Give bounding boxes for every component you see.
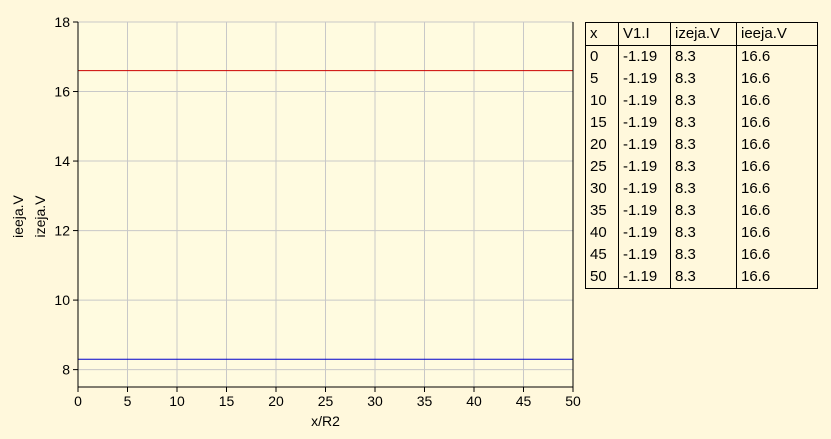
- table-cell: 16.6: [736, 266, 818, 289]
- table-cell: 16.6: [736, 112, 818, 134]
- table-cell: -1.19: [618, 134, 671, 156]
- table-row: 40 -1.19 8.3 16.6: [585, 222, 818, 244]
- x-tick-label: 25: [318, 393, 334, 409]
- table-cell: 8.3: [670, 200, 737, 222]
- table-header-row: x V1.I izeja.V ieeja.V: [585, 22, 818, 46]
- table-row: 45 -1.19 8.3 16.6: [585, 244, 818, 266]
- table-cell: 0: [585, 45, 619, 68]
- table-cell: 8.3: [670, 112, 737, 134]
- table-cell: 25: [585, 156, 619, 178]
- table-cell: 8.3: [670, 244, 737, 266]
- series-layer: [78, 70, 573, 360]
- table-cell: -1.19: [618, 156, 671, 178]
- table-row: 10 -1.19 8.3 16.6: [585, 90, 818, 112]
- table-header-cell: V1.I: [618, 22, 671, 46]
- table-cell: 40: [585, 222, 619, 244]
- table-cell: 16.6: [736, 134, 818, 156]
- table-cell: 45: [585, 244, 619, 266]
- table-cell: 8.3: [670, 156, 737, 178]
- table-cell: -1.19: [618, 200, 671, 222]
- x-tick-label: 30: [367, 393, 383, 409]
- x-tick-label: 20: [268, 393, 284, 409]
- y-tick-label: 14: [54, 153, 70, 169]
- table-cell: -1.19: [618, 222, 671, 244]
- y-tick-label: 8: [62, 362, 70, 378]
- grid-layer: [77, 21, 574, 387]
- table-header-cell: x: [585, 22, 619, 46]
- y-tick-label: 12: [54, 223, 70, 239]
- table-cell: 15: [585, 112, 619, 134]
- table-cell: -1.19: [618, 112, 671, 134]
- x-axis-label: x/R2: [311, 413, 340, 429]
- table-cell: 16.6: [736, 244, 818, 266]
- table-header-cell: ieeja.V: [736, 22, 818, 46]
- table-cell: 8.3: [670, 90, 737, 112]
- y-axis-label-ieeja: ieeja.V: [10, 194, 26, 237]
- table-cell: 16.6: [736, 68, 818, 90]
- table-row: 15 -1.19 8.3 16.6: [585, 112, 818, 134]
- table-cell: 8.3: [670, 222, 737, 244]
- x-tick-label: 0: [74, 393, 82, 409]
- table-cell: 16.6: [736, 222, 818, 244]
- table-cell: -1.19: [618, 266, 671, 289]
- y-tick-label: 10: [54, 292, 70, 308]
- x-tick-label: 5: [124, 393, 132, 409]
- table-cell: -1.19: [618, 68, 671, 90]
- table-row: 50 -1.19 8.3 16.6: [585, 266, 818, 289]
- table-cell: 8.3: [670, 134, 737, 156]
- table-cell: 8.3: [670, 178, 737, 200]
- y-axis-label-izeja: izeja.V: [32, 195, 48, 238]
- table-cell: -1.19: [618, 90, 671, 112]
- x-tick-label: 50: [565, 393, 581, 409]
- table-row: 35 -1.19 8.3 16.6: [585, 200, 818, 222]
- table-cell: 30: [585, 178, 619, 200]
- table-cell: 50: [585, 266, 619, 289]
- table-cell: -1.19: [618, 45, 671, 68]
- table-row: 25 -1.19 8.3 16.6: [585, 156, 818, 178]
- y-tick-label: 16: [54, 84, 70, 100]
- table-row: 20 -1.19 8.3 16.6: [585, 134, 818, 156]
- y-tick-label: 18: [54, 14, 70, 30]
- table-cell: -1.19: [618, 244, 671, 266]
- table-cell: 35: [585, 200, 619, 222]
- table-cell: 16.6: [736, 90, 818, 112]
- x-tick-label: 45: [516, 393, 532, 409]
- table-row: 0 -1.19 8.3 16.6: [585, 45, 818, 68]
- table-header-cell: izeja.V: [670, 22, 737, 46]
- table-cell: 16.6: [736, 200, 818, 222]
- table-row: 5 -1.19 8.3 16.6: [585, 68, 818, 90]
- table-cell: 8.3: [670, 266, 737, 289]
- data-table: x V1.I izeja.V ieeja.V 0 -1.19 8.3 16.6 5 -1.19 8.…: [585, 22, 818, 289]
- x-tick-label: 35: [417, 393, 433, 409]
- table-cell: 8.3: [670, 68, 737, 90]
- table-cell: 20: [585, 134, 619, 156]
- axes-layer: 0 5 10 15 20 25 30 35 40 45 50 8 10 12 14 16 18: [54, 14, 581, 409]
- table-cell: 16.6: [736, 45, 818, 68]
- x-tick-label: 40: [466, 393, 482, 409]
- table-cell: 16.6: [736, 178, 818, 200]
- table-cell: 8.3: [670, 45, 737, 68]
- x-tick-label: 15: [219, 393, 235, 409]
- table-cell: 16.6: [736, 156, 818, 178]
- table-cell: 10: [585, 90, 619, 112]
- x-tick-label: 10: [169, 393, 185, 409]
- table-cell: 5: [585, 68, 619, 90]
- table-cell: -1.19: [618, 178, 671, 200]
- table-row: 30 -1.19 8.3 16.6: [585, 178, 818, 200]
